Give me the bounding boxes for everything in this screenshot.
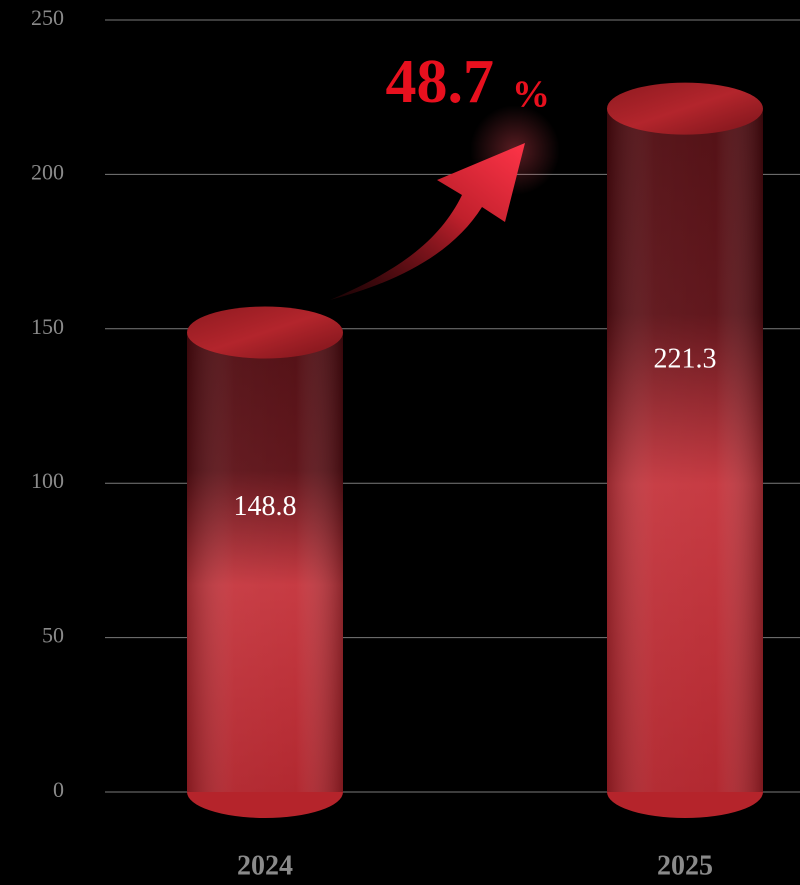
bar-shade [607, 108, 763, 792]
value-label: 221.3 [654, 343, 717, 374]
growth-arrow [330, 143, 525, 300]
bar-group: 148.8 [187, 306, 343, 818]
bar-cap [607, 82, 763, 135]
x-tick-label: 2024 [237, 850, 293, 881]
value-label: 148.8 [234, 491, 297, 522]
y-tick-label: 200 [31, 159, 64, 184]
bar-cap [187, 306, 343, 359]
y-tick-label: 50 [42, 623, 64, 648]
bar-group: 221.3 [607, 82, 763, 818]
y-tick-label: 100 [31, 468, 64, 493]
x-tick-label: 2025 [657, 850, 713, 881]
bars: 148.8 221.3 [187, 82, 763, 818]
growth-unit: % [512, 74, 550, 116]
y-tick-label: 0 [53, 777, 64, 802]
bar-shade [187, 332, 343, 792]
y-tick-label: 150 [31, 314, 64, 339]
growth-value: 48.7 [386, 48, 495, 116]
y-tick-label: 250 [31, 5, 64, 30]
